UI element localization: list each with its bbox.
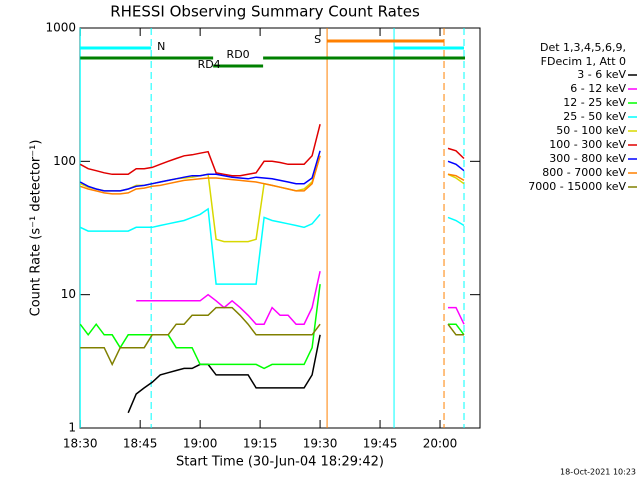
- x-tick-label: 18:45: [123, 437, 158, 451]
- series-line: [136, 271, 321, 325]
- series-line: [79, 207, 321, 285]
- series-line: [447, 173, 465, 185]
- state-label: RD4: [198, 58, 221, 71]
- series-line: [79, 155, 321, 243]
- x-tick-label: 18:30: [63, 437, 98, 451]
- x-tick-label: 19:30: [303, 437, 338, 451]
- legend-header: Det 1,3,4,5,6,9,: [540, 41, 626, 54]
- state-label: N: [157, 40, 165, 53]
- x-tick-label: 19:15: [243, 437, 278, 451]
- state-label: S: [314, 33, 321, 46]
- legend-label: 6 - 12 keV: [570, 82, 626, 95]
- y-tick-label: 1000: [45, 21, 76, 35]
- series-line: [447, 160, 465, 172]
- series-line: [127, 334, 321, 414]
- legend-label: 50 - 100 keV: [556, 124, 626, 137]
- legend-label: 800 - 7000 keV: [542, 166, 626, 179]
- legend-label: 3 - 6 keV: [577, 68, 626, 81]
- legend-label: 12 - 25 keV: [563, 96, 626, 109]
- series-line: [447, 216, 465, 227]
- series-line: [80, 306, 321, 367]
- series-line: [447, 323, 464, 336]
- series-line: [447, 147, 465, 160]
- x-tick-label: 19:00: [183, 437, 218, 451]
- series-line: [79, 124, 321, 177]
- footer: 18-Oct-2021 10:23: [560, 468, 636, 477]
- legend-label: 100 - 300 keV: [549, 138, 626, 151]
- x-tick-label: 20:00: [423, 437, 458, 451]
- series-line: [79, 155, 321, 195]
- chart-title: RHESSI Observing Summary Count Rates: [110, 3, 420, 21]
- y-tick-label: 100: [53, 154, 76, 168]
- y-axis-label: Count Rate (s⁻¹ detector⁻¹): [29, 140, 44, 317]
- x-axis-label: Start Time (30-Jun-04 18:29:42): [176, 455, 384, 470]
- series-line: [448, 306, 465, 325]
- series-line: [448, 323, 465, 336]
- y-tick-label: 1: [68, 421, 76, 435]
- state-label: RD0: [227, 48, 250, 61]
- legend-label: 25 - 50 keV: [563, 110, 626, 123]
- y-tick-label: 10: [61, 287, 76, 301]
- legend-label: 300 - 800 keV: [549, 152, 626, 165]
- x-tick-label: 19:45: [363, 437, 398, 451]
- series-line: [79, 150, 321, 192]
- legend-header: FDecim 1, Att 0: [541, 55, 626, 68]
- legend-label: 7000 - 15000 keV: [528, 180, 626, 193]
- series-line: [447, 173, 465, 182]
